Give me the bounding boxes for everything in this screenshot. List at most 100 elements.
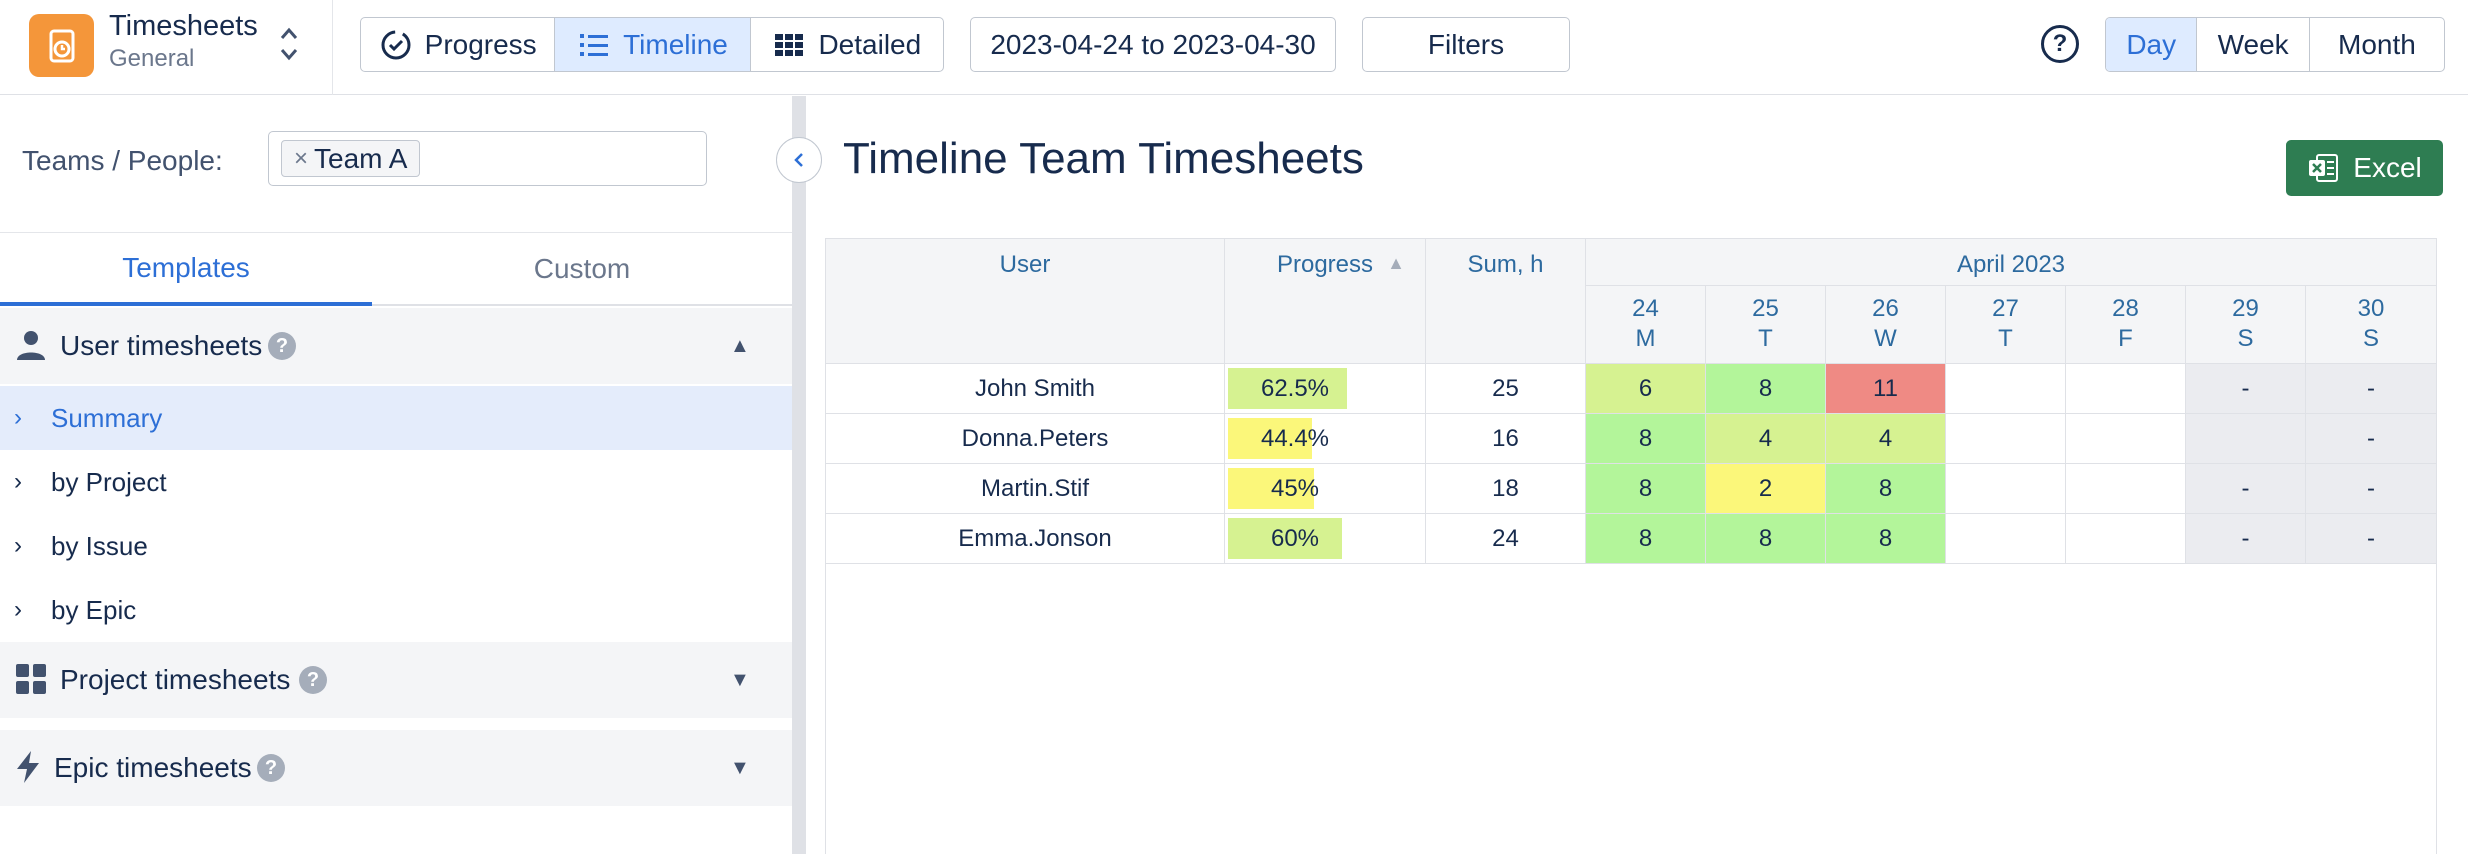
user-name-cell[interactable]: John Smith bbox=[825, 363, 1225, 414]
teams-people-input[interactable]: × Team A bbox=[268, 131, 707, 186]
day-hours-cell[interactable]: 8 bbox=[1705, 363, 1826, 414]
day-hours-cell[interactable] bbox=[2065, 463, 2186, 514]
tab-templates[interactable]: Templates bbox=[0, 233, 372, 306]
column-header-sum[interactable]: Sum, h bbox=[1425, 238, 1586, 364]
chevron-up-down-icon[interactable] bbox=[278, 24, 300, 64]
tab-custom[interactable]: Custom bbox=[372, 233, 792, 306]
panel-splitter[interactable] bbox=[792, 96, 806, 854]
chevron-right-icon: › bbox=[14, 532, 22, 559]
day-hours-cell[interactable]: 4 bbox=[1705, 413, 1826, 464]
day-hours-cell[interactable] bbox=[2065, 363, 2186, 414]
day-hours-cell[interactable]: 8 bbox=[1825, 463, 1946, 514]
sidebar-item-label: by Issue bbox=[51, 530, 148, 561]
day-hours-cell[interactable]: - bbox=[2185, 363, 2306, 414]
progress-bar bbox=[1228, 468, 1314, 509]
timeline-view-button[interactable]: Timeline bbox=[555, 18, 751, 71]
excel-export-button[interactable]: Excel bbox=[2286, 140, 2443, 196]
user-name-cell[interactable]: Martin.Stif bbox=[825, 463, 1225, 514]
progress-value: 44.4% bbox=[1260, 424, 1330, 452]
user-name-cell[interactable]: Donna.Peters bbox=[825, 413, 1225, 464]
team-tag-label: Team A bbox=[314, 142, 408, 174]
day-button[interactable]: Day bbox=[2106, 18, 2198, 71]
date-range-picker[interactable]: 2023-04-24 to 2023-04-30 bbox=[970, 17, 1336, 72]
sidebar-item-summary[interactable]: › Summary bbox=[0, 386, 792, 450]
project-timesheets-title: Project timesheets bbox=[60, 664, 291, 695]
progress-bar bbox=[1228, 518, 1342, 559]
day-hours-cell[interactable]: 8 bbox=[1705, 513, 1826, 564]
list-icon bbox=[580, 33, 609, 56]
day-hours-cell[interactable] bbox=[2065, 513, 2186, 564]
day-hours-cell[interactable]: - bbox=[2305, 513, 2437, 564]
team-tag: × Team A bbox=[281, 140, 421, 177]
caret-up-icon[interactable]: ▲ bbox=[730, 334, 750, 357]
day-hours-cell[interactable]: 8 bbox=[1825, 513, 1946, 564]
day-hours-cell[interactable]: - bbox=[2185, 513, 2306, 564]
sidebar-item-label: by Epic bbox=[51, 594, 137, 625]
day-header-29: 29 S bbox=[2185, 285, 2306, 364]
divider bbox=[332, 0, 333, 95]
day-hours-cell[interactable]: - bbox=[2305, 413, 2437, 464]
day-hours-cell[interactable] bbox=[2185, 413, 2306, 464]
sum-hours-cell: 25 bbox=[1425, 363, 1586, 414]
detailed-view-button[interactable]: Detailed bbox=[751, 18, 943, 71]
user-timesheets-title: User timesheets bbox=[60, 330, 263, 361]
sidebar bbox=[0, 96, 792, 854]
month-button[interactable]: Month bbox=[2338, 28, 2416, 60]
week-button[interactable]: Week bbox=[2197, 18, 2310, 71]
progress-view-button[interactable]: Progress bbox=[361, 18, 556, 71]
help-icon[interactable]: ? bbox=[2041, 25, 2079, 63]
table-row: John Smith 62.5% 25 6 8 11 - - bbox=[825, 363, 2437, 414]
remove-tag-icon[interactable]: × bbox=[294, 144, 309, 172]
day-hours-cell[interactable] bbox=[1945, 513, 2066, 564]
day-header-28: 28 F bbox=[2065, 285, 2186, 364]
caret-down-icon[interactable]: ▼ bbox=[730, 756, 750, 779]
day-of-week: F bbox=[2118, 325, 2133, 352]
chevron-right-icon: › bbox=[14, 404, 22, 431]
day-hours-cell[interactable] bbox=[1945, 363, 2066, 414]
sort-ascending-icon: ▲ bbox=[1387, 253, 1405, 273]
clock-document-icon bbox=[49, 29, 74, 62]
day-hours-cell[interactable] bbox=[2065, 413, 2186, 464]
day-of-week: M bbox=[1635, 325, 1656, 352]
help-icon[interactable]: ? bbox=[257, 754, 285, 782]
teams-people-label: Teams / People: bbox=[22, 145, 223, 176]
filters-button[interactable]: Filters bbox=[1362, 17, 1570, 72]
day-number: 28 bbox=[2112, 295, 2139, 322]
day-hours-cell[interactable]: - bbox=[2185, 463, 2306, 514]
top-bar: Timesheets General Progress Timeline bbox=[0, 0, 2468, 95]
user-timesheets-section[interactable]: User timesheets ? ▲ bbox=[0, 308, 792, 384]
chevron-left-icon bbox=[794, 153, 803, 167]
user-icon bbox=[17, 331, 45, 360]
day-number: 25 bbox=[1752, 295, 1779, 322]
progress-cell: 60% bbox=[1224, 513, 1426, 564]
help-icon[interactable]: ? bbox=[268, 332, 296, 360]
collapse-sidebar-button[interactable] bbox=[776, 137, 822, 183]
sidebar-item-by-issue[interactable]: › by Issue bbox=[0, 514, 792, 578]
table-row: Emma.Jonson 60% 24 8 8 8- - bbox=[825, 513, 2437, 564]
day-hours-cell[interactable]: 8 bbox=[1585, 513, 1706, 564]
project-timesheets-section[interactable]: Project timesheets ? ▼ bbox=[0, 642, 792, 718]
day-hours-cell[interactable]: 11 bbox=[1825, 363, 1946, 414]
caret-down-icon[interactable]: ▼ bbox=[730, 668, 750, 691]
day-hours-cell[interactable] bbox=[1945, 463, 2066, 514]
column-header-progress[interactable]: Progress ▲ bbox=[1224, 238, 1426, 364]
day-of-week: T bbox=[1758, 325, 1773, 352]
day-hours-cell[interactable]: 4 bbox=[1825, 413, 1946, 464]
progress-bar bbox=[1228, 418, 1313, 459]
day-hours-cell[interactable]: 6 bbox=[1585, 363, 1706, 414]
day-hours-cell[interactable]: 8 bbox=[1585, 463, 1706, 514]
day-hours-cell[interactable]: 8 bbox=[1585, 413, 1706, 464]
user-name-cell[interactable]: Emma.Jonson bbox=[825, 513, 1225, 564]
epic-timesheets-section[interactable]: Epic timesheets ? ▼ bbox=[0, 730, 792, 806]
epic-timesheets-title: Epic timesheets bbox=[54, 752, 252, 783]
day-hours-cell[interactable] bbox=[1945, 413, 2066, 464]
sidebar-item-by-project[interactable]: › by Project bbox=[0, 450, 792, 514]
day-hours-cell[interactable]: - bbox=[2305, 463, 2437, 514]
help-icon[interactable]: ? bbox=[299, 666, 327, 694]
column-header-user[interactable]: User bbox=[825, 238, 1225, 364]
day-hours-cell[interactable]: 2 bbox=[1705, 463, 1826, 514]
day-number: 24 bbox=[1632, 295, 1659, 322]
sidebar-item-by-epic[interactable]: › by Epic bbox=[0, 578, 792, 642]
timesheets-app-icon[interactable] bbox=[29, 14, 94, 77]
day-hours-cell[interactable]: - bbox=[2305, 363, 2437, 414]
